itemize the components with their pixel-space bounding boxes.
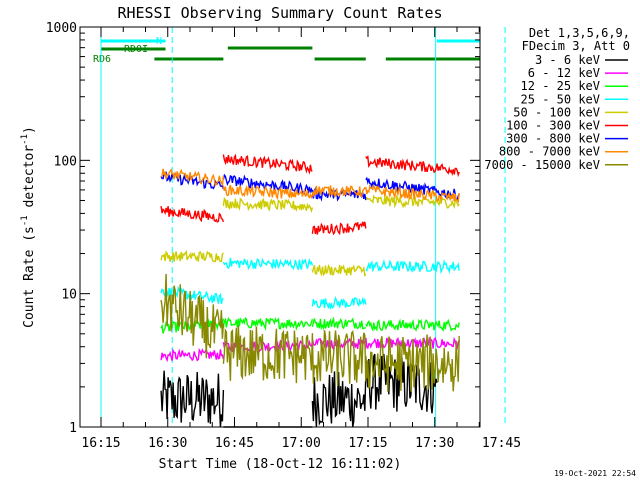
flag-bars: N RD0I RD6 xyxy=(93,36,480,65)
series-line xyxy=(160,153,460,236)
x-tick-label: 17:00 xyxy=(282,436,321,451)
y-axis-label: Count Rate (s-1 detector-1) xyxy=(20,126,37,328)
y-axis: 1 10 100 1000 xyxy=(46,21,480,436)
y-axis-label-sup: -1 xyxy=(20,215,30,226)
series-line xyxy=(160,273,460,392)
y-axis-label-close: ) xyxy=(22,126,37,134)
x-axis: 16:15 16:30 16:45 17:00 17:15 17:30 17:45 xyxy=(81,27,521,451)
footer-date: 19-Oct-2021 22:54 xyxy=(554,469,636,478)
legend-label: 25 - 50 keV xyxy=(521,92,600,106)
x-tick-label: 16:15 xyxy=(81,436,120,451)
legend-header-2: FDecim 3, Att 0 xyxy=(522,39,630,53)
legend-label: 800 - 7000 keV xyxy=(499,145,600,159)
x-tick-label: 17:45 xyxy=(482,436,521,451)
y-tick-label: 1 xyxy=(69,421,77,436)
legend-label: 300 - 800 keV xyxy=(506,132,600,146)
x-tick-label: 17:15 xyxy=(348,436,387,451)
y-axis-label-main: Count Rate (s xyxy=(22,226,37,328)
legend-label: 100 - 300 keV xyxy=(506,119,600,133)
series-line xyxy=(160,257,460,311)
x-tick-label: 17:30 xyxy=(415,436,454,451)
series-line xyxy=(160,168,460,204)
y-tick-label: 10 xyxy=(61,288,77,303)
x-tick-label: 16:30 xyxy=(148,436,187,451)
y-tick-label: 1000 xyxy=(46,21,77,36)
legend-label: 6 - 12 keV xyxy=(528,66,600,80)
flag-label: N xyxy=(156,36,162,47)
legend-label: 7000 - 15000 keV xyxy=(484,158,600,172)
legend-label: 3 - 6 keV xyxy=(535,53,600,67)
x-axis-label: Start Time (18-Oct-12 16:11:02) xyxy=(159,457,402,472)
series-line xyxy=(160,193,460,277)
series-traces xyxy=(160,153,460,428)
legend: Det 1,3,5,6,9, FDecim 3, Att 0 3 - 6 keV… xyxy=(484,26,630,172)
legend-label: 12 - 25 keV xyxy=(521,79,600,93)
plot-frame xyxy=(79,26,481,428)
y-axis-label-tail: detector xyxy=(22,145,37,216)
x-tick-label: 16:45 xyxy=(215,436,254,451)
chart-title: RHESSI Observing Summary Count Rates xyxy=(117,4,442,22)
flag-label: RD0I xyxy=(124,44,148,55)
y-tick-label: 100 xyxy=(54,154,77,169)
y-axis-label-sup2: -1 xyxy=(20,134,30,145)
legend-header-1: Det 1,3,5,6,9, xyxy=(529,26,630,40)
flag-label: RD6 xyxy=(93,54,111,65)
legend-label: 50 - 100 keV xyxy=(513,105,600,119)
